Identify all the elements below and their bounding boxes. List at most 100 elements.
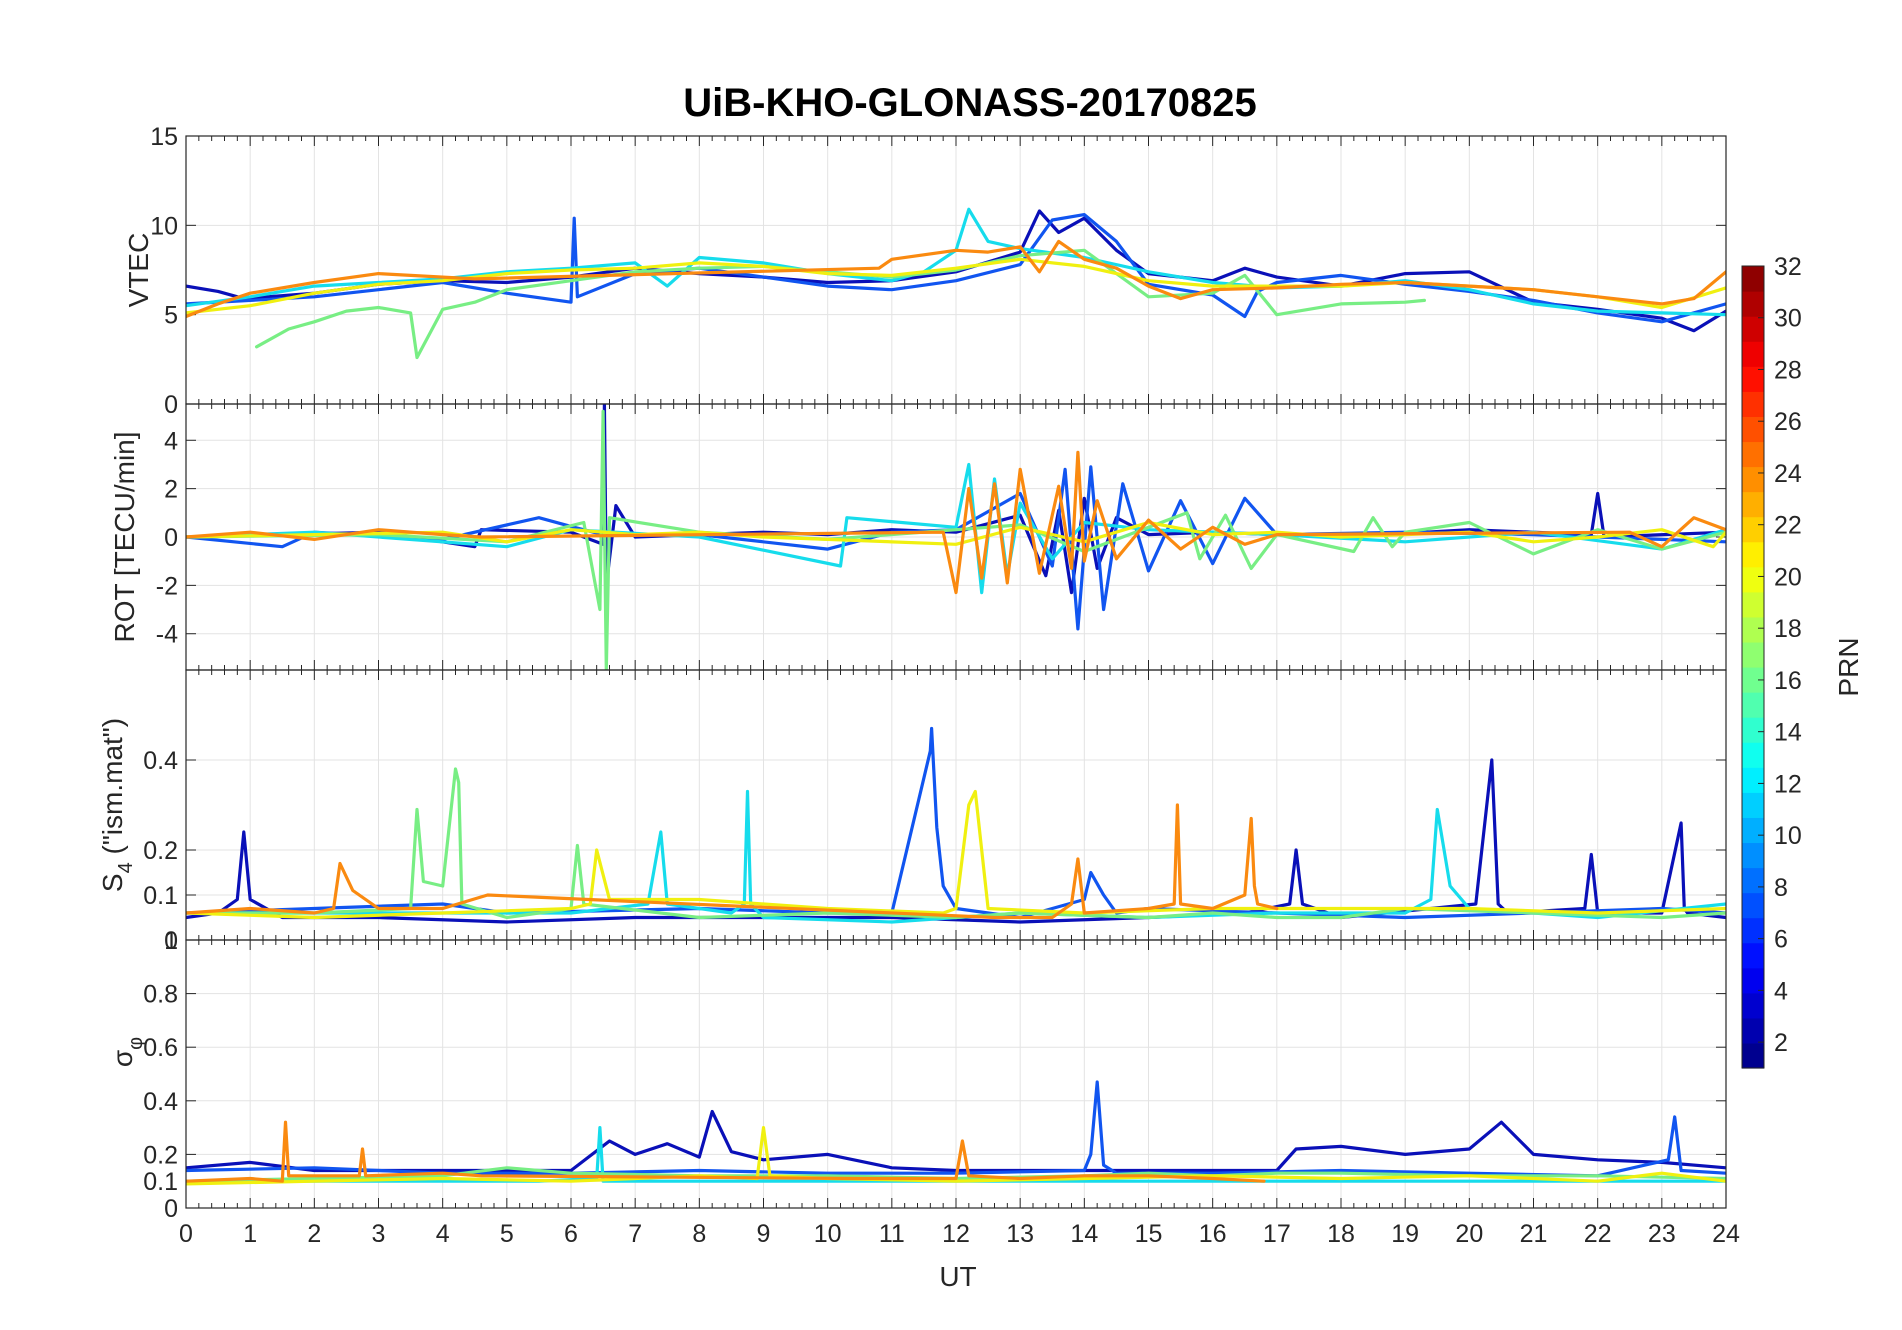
colorbar-tick-label: 2	[1774, 1029, 1788, 1057]
x-tick-label: 17	[1263, 1220, 1291, 1248]
colorbar-tick-label: 30	[1774, 305, 1802, 333]
colorbar-cell	[1742, 366, 1764, 392]
y-axis-label: ROT [TECU/min]	[109, 431, 140, 642]
colorbar-cells	[1742, 266, 1764, 1069]
series-line	[186, 1109, 1726, 1173]
y-tick-label: 0	[164, 391, 178, 419]
series-line	[186, 789, 1726, 920]
colorbar-cell	[1742, 491, 1764, 518]
colorbar-cell	[1742, 516, 1764, 543]
colorbar-cell	[1742, 641, 1764, 668]
x-axis-label: UT	[939, 1261, 976, 1292]
colorbar-cell	[1742, 817, 1764, 844]
colorbar-tick-label: 22	[1774, 512, 1802, 540]
series-group	[186, 726, 1726, 924]
colorbar-cell	[1742, 967, 1764, 994]
y-tick-label: 0.1	[143, 1168, 178, 1196]
x-tick-label: 10	[814, 1220, 842, 1248]
y-tick-label: 15	[150, 123, 178, 151]
x-tick-label: 8	[692, 1220, 706, 1248]
colorbar-cell	[1742, 441, 1764, 468]
series-line	[186, 1120, 1266, 1183]
colorbar-cell	[1742, 917, 1764, 944]
y-tick-label: 2	[164, 476, 178, 504]
x-tick-label: 13	[1006, 1220, 1034, 1248]
y-tick-label: 0.8	[143, 981, 178, 1009]
series-line	[186, 239, 1726, 319]
x-tick-label: 1	[243, 1220, 257, 1248]
y-axis-label-sub: φ	[125, 1037, 147, 1050]
y-tick-label: -4	[156, 621, 178, 649]
colorbar-cell	[1742, 942, 1764, 969]
y-tick-label: 0.2	[143, 837, 178, 865]
colorbar-cell	[1742, 416, 1764, 443]
x-tick-label: 18	[1327, 1220, 1355, 1248]
series-line	[186, 409, 1726, 670]
series-line	[186, 465, 1726, 631]
y-tick-label: -2	[156, 572, 178, 600]
series-line	[186, 803, 1279, 920]
colorbar-tick-label: 8	[1774, 874, 1788, 902]
colorbar-cell	[1742, 541, 1764, 568]
colorbar-tick-label: 16	[1774, 667, 1802, 695]
panel-rot: -4 -2 0 2 4 ROT [TECU/min]	[109, 403, 1727, 671]
x-tick-label: 19	[1391, 1220, 1419, 1248]
colorbar-cell	[1742, 566, 1764, 593]
y-tick-label: 0	[164, 524, 178, 552]
colorbar-tick-label: 28	[1774, 356, 1802, 384]
series-line	[186, 1125, 1726, 1183]
x-tick-label: 6	[564, 1220, 578, 1248]
x-tick-label: 7	[628, 1220, 642, 1248]
colorbar-cell	[1742, 591, 1764, 618]
colorbar-cell	[1742, 842, 1764, 869]
colorbar-cell	[1742, 667, 1764, 693]
x-tick-label: 23	[1648, 1220, 1676, 1248]
panel-s4: 00.10.20.4S4 ("ism.mat")	[97, 669, 1727, 955]
y-tick-label: 0.4	[143, 1088, 178, 1116]
y-tick-label: 0.2	[143, 1141, 178, 1169]
colorbar-tick-label: 24	[1774, 460, 1802, 488]
colorbar-cell	[1742, 892, 1764, 919]
x-tick-labels: 0 1 2 3 4 5 6 7 8 9 10 11 12 13 14 15 16 17 18 19 20 21 22 23 24	[179, 1220, 1740, 1248]
colorbar-cell	[1742, 466, 1764, 493]
colorbar-cell	[1742, 1017, 1764, 1044]
series-line	[186, 450, 1726, 595]
colorbar-cell	[1742, 867, 1764, 894]
y-tick-label: 10	[150, 212, 178, 240]
chart-title: UiB-KHO-GLONASS-20170825	[683, 81, 1257, 125]
y-tick-label: 0.6	[143, 1034, 178, 1062]
x-tick-label: 20	[1455, 1220, 1483, 1248]
series-group	[186, 1080, 1726, 1186]
colorbar-cell	[1742, 266, 1764, 292]
colorbar-tick-label: 20	[1774, 563, 1802, 591]
y-tick-label: 1	[164, 927, 178, 955]
colorbar-tick-label: 26	[1774, 408, 1802, 436]
y-axis-label: VTEC	[123, 233, 154, 308]
series-group	[186, 404, 1726, 670]
x-tick-label: 21	[1520, 1220, 1548, 1248]
y-axis-label: σφ	[107, 1037, 147, 1067]
x-tick-label: 4	[436, 1220, 450, 1248]
colorbar-cell	[1742, 316, 1764, 342]
colorbar-cell	[1742, 341, 1764, 367]
panel-vtec: 0 5 10 15 VTEC	[123, 123, 1727, 419]
colorbar-label: PRN	[1833, 637, 1864, 696]
y-axis-label-main: S	[97, 873, 128, 892]
colorbar-tick-label: 12	[1774, 770, 1802, 798]
x-tick-label: 0	[179, 1220, 193, 1248]
x-tick-label: 16	[1199, 1220, 1227, 1248]
colorbar-cell	[1742, 616, 1764, 643]
colorbar-cell	[1742, 291, 1764, 317]
x-tick-label: 15	[1135, 1220, 1163, 1248]
colorbar-cell	[1742, 1042, 1764, 1069]
x-tick-label: 12	[942, 1220, 970, 1248]
colorbar-tick-label: 10	[1774, 822, 1802, 850]
y-tick-label: 5	[164, 302, 178, 330]
y-axis-label-sub: 4	[115, 862, 137, 873]
panel-frame	[185, 939, 1727, 1209]
